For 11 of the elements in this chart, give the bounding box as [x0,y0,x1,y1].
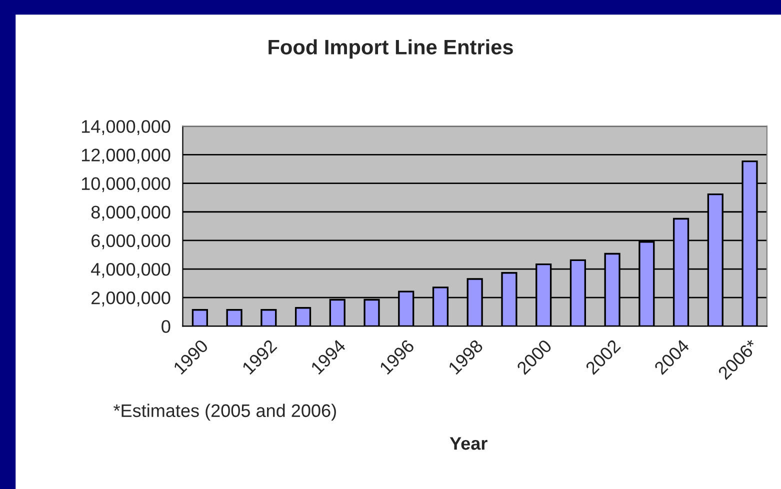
x-axis-title: Year [450,437,488,450]
y-tick-label: 14,000,000 [82,120,170,136]
y-tick-label: 8,000,000 [91,206,170,221]
y-tick-label: 10,000,000 [82,177,170,192]
y-tick-label: 0 [162,320,170,333]
y-tick-label: 6,000,000 [92,234,170,250]
text: *Estimates (2005 and 2006) [114,404,336,421]
chart-title: Food Import Line Entries [268,39,513,59]
y-tick-label: 2,000,000 [92,292,170,306]
y-tick-label: 12,000,000 [82,148,170,164]
y-tick-label: 4,000,000 [91,262,170,278]
